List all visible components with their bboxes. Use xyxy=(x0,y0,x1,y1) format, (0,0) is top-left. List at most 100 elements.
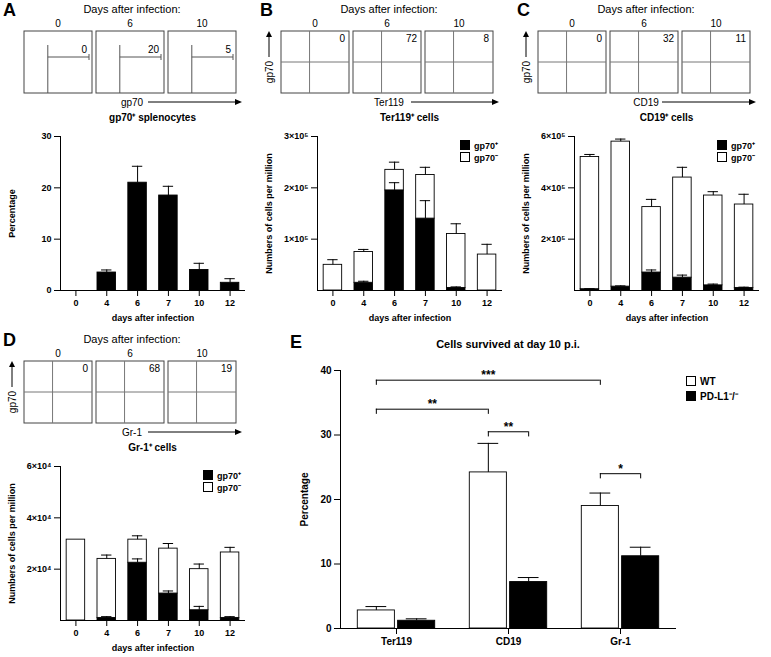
svg-text:20: 20 xyxy=(148,44,160,55)
svg-text:0: 0 xyxy=(339,33,345,44)
svg-text:days after infection: days after infection xyxy=(112,643,195,653)
svg-text:2×10⁵: 2×10⁵ xyxy=(541,234,566,244)
svg-text:Gr-1: Gr-1 xyxy=(122,427,142,438)
svg-text:68: 68 xyxy=(149,363,161,374)
svg-text:Days after infection:: Days after infection: xyxy=(340,3,437,15)
svg-text:7: 7 xyxy=(680,298,685,308)
svg-text:3×10⁵: 3×10⁵ xyxy=(284,131,309,141)
svg-text:gp70: gp70 xyxy=(521,60,532,83)
svg-text:0: 0 xyxy=(73,298,78,308)
svg-text:10: 10 xyxy=(194,298,204,308)
svg-text:30: 30 xyxy=(41,131,51,141)
svg-text:40: 40 xyxy=(320,365,332,376)
svg-text:7: 7 xyxy=(166,628,171,638)
svg-text:gp70: gp70 xyxy=(121,97,144,108)
svg-text:11: 11 xyxy=(736,33,747,44)
svg-text:10: 10 xyxy=(453,18,465,29)
svg-text:72: 72 xyxy=(406,33,418,44)
svg-text:10: 10 xyxy=(196,348,208,359)
svg-text:7: 7 xyxy=(423,298,428,308)
svg-text:gp70: gp70 xyxy=(7,390,18,413)
svg-text:30: 30 xyxy=(320,429,332,440)
svg-text:6: 6 xyxy=(392,298,397,308)
svg-text:4: 4 xyxy=(104,628,109,638)
svg-text:0: 0 xyxy=(330,298,335,308)
svg-text:6: 6 xyxy=(127,18,133,29)
html-text:E: E xyxy=(290,332,302,352)
html-text:D: D xyxy=(3,330,16,350)
svg-text:4: 4 xyxy=(104,298,109,308)
svg-text:10: 10 xyxy=(194,628,204,638)
svg-text:0: 0 xyxy=(81,44,87,55)
svg-text:19: 19 xyxy=(221,363,233,374)
svg-text:Numbers of cells per million: Numbers of cells per million xyxy=(7,483,17,604)
svg-text:10: 10 xyxy=(41,234,51,244)
svg-text:6: 6 xyxy=(135,298,140,308)
svg-text:0: 0 xyxy=(73,628,78,638)
svg-text:4: 4 xyxy=(361,298,366,308)
svg-text:***: *** xyxy=(481,368,495,382)
svg-text:0: 0 xyxy=(587,298,592,308)
svg-text:4×10⁵: 4×10⁵ xyxy=(541,183,566,193)
svg-text:10: 10 xyxy=(710,18,722,29)
html-text:Cells survived at day 10 p.i.: Cells survived at day 10 p.i. xyxy=(436,338,580,350)
svg-text:20: 20 xyxy=(41,183,51,193)
svg-text:gp70: gp70 xyxy=(264,60,275,83)
svg-text:days after infection: days after infection xyxy=(112,313,195,323)
svg-text:days after infection: days after infection xyxy=(626,313,709,323)
svg-text:10: 10 xyxy=(708,298,718,308)
svg-text:4×10⁴: 4×10⁴ xyxy=(27,513,52,523)
svg-text:Numbers of cells per million: Numbers of cells per million xyxy=(521,153,531,274)
html-text:B: B xyxy=(260,0,273,20)
svg-text:8: 8 xyxy=(483,33,489,44)
svg-text:0: 0 xyxy=(55,18,61,29)
svg-text:6: 6 xyxy=(127,348,133,359)
svg-text:32: 32 xyxy=(663,33,675,44)
svg-text:**: ** xyxy=(504,420,514,434)
svg-text:2×10⁴: 2×10⁴ xyxy=(27,564,52,574)
svg-text:Percentage: Percentage xyxy=(299,472,310,526)
svg-text:0: 0 xyxy=(312,18,318,29)
svg-text:Gr-1: Gr-1 xyxy=(610,636,631,647)
svg-text:12: 12 xyxy=(482,298,492,308)
svg-text:0: 0 xyxy=(569,18,575,29)
svg-text:10: 10 xyxy=(451,298,461,308)
html-text:A: A xyxy=(3,0,16,20)
svg-text:10: 10 xyxy=(320,558,332,569)
svg-text:0: 0 xyxy=(46,285,51,295)
svg-text:Ter119: Ter119 xyxy=(374,97,404,108)
svg-text:1×10⁵: 1×10⁵ xyxy=(284,234,309,244)
svg-text:6×10⁴: 6×10⁴ xyxy=(27,461,52,471)
svg-text:Ter119: Ter119 xyxy=(381,636,412,647)
svg-text:Days after infection:: Days after infection: xyxy=(597,3,694,15)
svg-text:10: 10 xyxy=(196,18,208,29)
svg-text:12: 12 xyxy=(225,298,235,308)
html-text:gp70⁺ splenocytes: gp70⁺ splenocytes xyxy=(109,112,196,123)
svg-text:0: 0 xyxy=(596,33,602,44)
svg-text:4: 4 xyxy=(618,298,623,308)
svg-text:0: 0 xyxy=(326,623,332,634)
svg-text:days after infection: days after infection xyxy=(369,313,452,323)
svg-text:6: 6 xyxy=(135,628,140,638)
svg-text:Days after infection:: Days after infection: xyxy=(83,333,180,345)
svg-text:6×10⁵: 6×10⁵ xyxy=(541,131,566,141)
svg-text:**: ** xyxy=(428,397,438,411)
svg-text:2×10⁵: 2×10⁵ xyxy=(284,183,309,193)
svg-text:0: 0 xyxy=(55,348,61,359)
svg-text:Percentage: Percentage xyxy=(7,189,17,238)
svg-text:5: 5 xyxy=(225,44,231,55)
svg-text:12: 12 xyxy=(739,298,749,308)
svg-text:12: 12 xyxy=(225,628,235,638)
svg-text:7: 7 xyxy=(166,298,171,308)
html-text:C: C xyxy=(517,0,530,20)
svg-text:0: 0 xyxy=(82,363,88,374)
svg-text:CD19: CD19 xyxy=(496,636,522,647)
svg-text:20: 20 xyxy=(320,494,332,505)
svg-text:6: 6 xyxy=(641,18,647,29)
svg-text:6: 6 xyxy=(384,18,390,29)
svg-text:*: * xyxy=(618,462,623,476)
svg-text:CD19: CD19 xyxy=(633,97,659,108)
svg-text:6: 6 xyxy=(649,298,654,308)
svg-text:Days after infection:: Days after infection: xyxy=(83,3,180,15)
svg-text:Numbers of cells per million: Numbers of cells per million xyxy=(264,153,274,274)
